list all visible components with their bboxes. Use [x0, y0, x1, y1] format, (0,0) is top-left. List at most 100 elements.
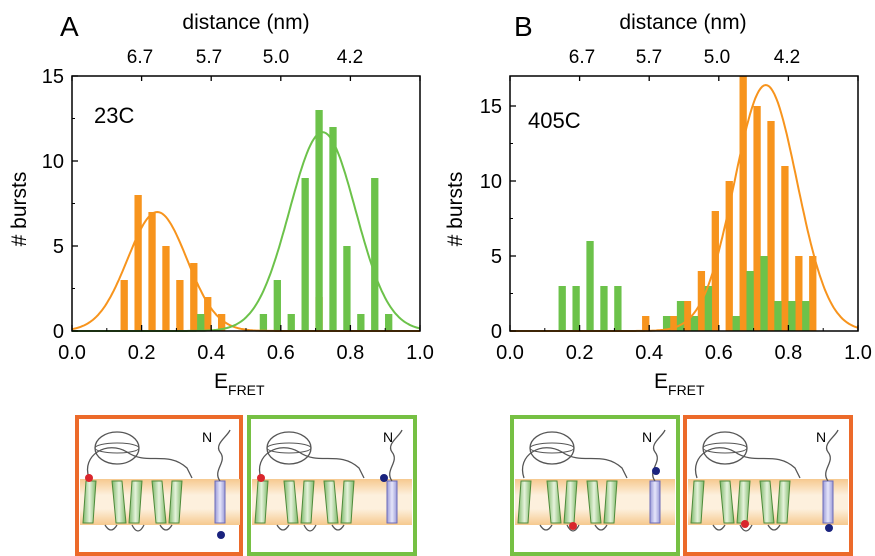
top-axis-label: distance (nm)	[619, 11, 746, 34]
transmembrane-helix	[759, 480, 775, 524]
histogram-bar	[190, 263, 198, 331]
mutant-label: 405C	[528, 108, 581, 133]
histogram-bar	[732, 316, 740, 331]
histogram-bar	[357, 314, 365, 331]
histogram-bar	[669, 316, 678, 331]
transmembrane-helix	[586, 480, 602, 524]
cartoon-frame-green	[510, 415, 680, 556]
y-tick-label: 15	[42, 66, 64, 88]
transmembrane-helix	[603, 480, 618, 524]
y-tick-label: 5	[53, 236, 64, 258]
transmembrane-helix-tail	[214, 480, 226, 524]
transmembrane-helix-tail	[822, 480, 834, 524]
n-terminus-label: N	[642, 429, 652, 445]
histogram-bar	[642, 316, 650, 331]
y-tick-label: 0	[491, 321, 502, 343]
periplasmic-loop	[712, 524, 781, 532]
transmembrane-helix	[254, 480, 269, 524]
top-tick: 5.7	[196, 47, 222, 68]
x-tick-label: 0.0	[496, 342, 524, 364]
top-tick: 5.0	[263, 47, 289, 68]
panel-a: A distance (nm) 6.7 5.7 5.0 4.2 0.0 0.2 0.…	[8, 11, 434, 398]
x-tick-label: 0.6	[267, 342, 295, 364]
histogram-bar	[774, 301, 782, 331]
x-tick-label: 0.8	[336, 342, 364, 364]
globular-domain-ring	[702, 442, 748, 454]
cartoon-frame-orange	[683, 415, 853, 556]
y-tick-label: 10	[480, 171, 502, 193]
acceptor-dye-dot	[652, 467, 660, 475]
panel-letter: B	[514, 11, 533, 42]
histogram-bar	[739, 76, 747, 331]
transmembrane-helix	[82, 480, 97, 524]
histogram-bar	[614, 286, 622, 331]
histogram-bar	[197, 314, 205, 331]
histogram-bar	[746, 271, 754, 331]
histogram-bar	[809, 256, 817, 331]
protein-cartoon	[688, 429, 848, 532]
donor-dye-dot	[741, 520, 749, 528]
histogram-bar	[120, 280, 128, 331]
transmembrane-helix	[168, 480, 183, 524]
periplasmic-loop	[539, 524, 608, 532]
protein-cartoon	[80, 429, 240, 539]
histogram-bar	[662, 316, 671, 331]
x-axis-label: EFRET	[654, 370, 705, 398]
histogram-bar	[767, 121, 775, 331]
transmembrane-helix-tail	[649, 480, 661, 524]
histogram-bar	[273, 280, 281, 331]
x-tick-label: 0.6	[705, 342, 733, 364]
x-tick-label: 0.2	[566, 342, 594, 364]
x-tick-label: 0.8	[774, 342, 802, 364]
top-tick: 4.2	[774, 47, 800, 68]
histogram-bar	[795, 256, 803, 331]
transmembrane-helix	[151, 480, 167, 524]
transmembrane-helix	[300, 480, 315, 524]
histogram-bar	[343, 246, 351, 331]
transmembrane-helix	[283, 480, 299, 524]
acceptor-dye-dot	[217, 531, 225, 539]
histogram-bar	[690, 316, 699, 331]
top-axis-label: distance (nm)	[182, 11, 309, 34]
y-tick-label: 15	[480, 96, 502, 118]
globular-domain-ring	[94, 442, 140, 454]
transmembrane-helix	[340, 480, 355, 524]
x-axis-label: EFRET	[214, 370, 265, 398]
x-tick-label: 0.0	[58, 342, 86, 364]
top-tick: 5.0	[704, 47, 730, 68]
histogram-bar	[683, 301, 692, 331]
histogram-bar	[176, 280, 184, 331]
transmembrane-helix	[546, 480, 562, 524]
n-terminus-label: N	[383, 429, 393, 445]
x-axis-label-main: E	[654, 370, 668, 393]
x-tick-label: 0.4	[197, 342, 225, 364]
histogram-bar	[329, 127, 337, 331]
mutant-label: 23C	[94, 103, 134, 128]
protein-cartoon	[252, 429, 412, 532]
transmembrane-helix	[776, 480, 791, 524]
protein-cartoon	[515, 429, 675, 532]
transmembrane-helix	[719, 480, 735, 524]
histogram-bar	[600, 286, 608, 331]
x-tick-label: 1.0	[844, 342, 872, 364]
histogram-bar	[385, 314, 393, 331]
n-terminus-label: N	[816, 429, 826, 445]
histogram-bar	[371, 178, 379, 331]
histogram-bar	[572, 286, 580, 331]
top-tick: 6.7	[569, 47, 595, 68]
histogram-bar	[287, 314, 295, 331]
transmembrane-helix	[323, 480, 339, 524]
donor-dye-dot	[569, 522, 577, 530]
top-tick: 5.7	[636, 47, 662, 68]
x-axis-label-sub: FRET	[228, 382, 265, 398]
x-axis-label-sub: FRET	[668, 382, 705, 398]
acceptor-dye-dot	[825, 524, 833, 532]
histogram-bar	[781, 166, 789, 331]
n-terminal-tail	[825, 429, 839, 482]
transmembrane-helix	[128, 480, 143, 524]
histogram-bar	[148, 212, 156, 331]
histogram-bar	[315, 110, 323, 331]
y-tick-label: 5	[491, 246, 502, 268]
histogram-bar	[217, 314, 226, 331]
y-axis-label: # bursts	[8, 172, 31, 247]
